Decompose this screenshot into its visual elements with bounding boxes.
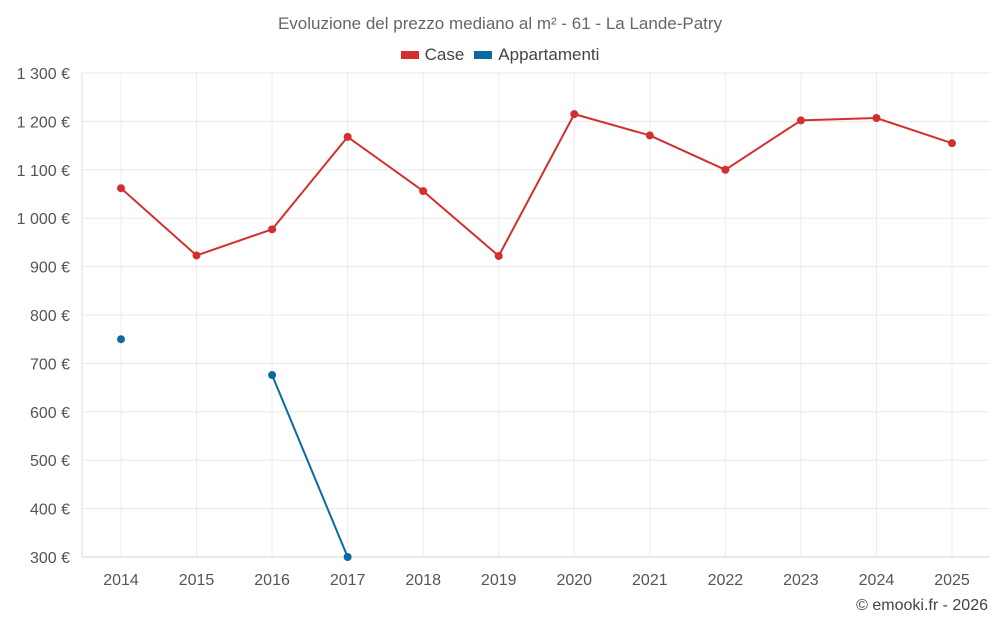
data-point-case[interactable] bbox=[570, 110, 579, 119]
y-tick-label: 800 € bbox=[30, 308, 70, 325]
data-point-case[interactable] bbox=[419, 187, 428, 196]
y-tick-label: 1 200 € bbox=[17, 114, 70, 131]
legend: Case Appartamenti bbox=[0, 45, 1000, 65]
legend-item-appartamenti[interactable]: Appartamenti bbox=[474, 45, 599, 65]
data-point-case[interactable] bbox=[796, 116, 805, 125]
data-point-case[interactable] bbox=[192, 251, 201, 260]
x-tick-label: 2023 bbox=[783, 572, 819, 589]
series-line-case bbox=[120, 113, 953, 257]
x-tick-label: 2014 bbox=[103, 572, 139, 589]
y-tick-label: 1 300 € bbox=[17, 66, 70, 83]
data-point-case[interactable] bbox=[721, 165, 730, 174]
x-tick-label: 2021 bbox=[632, 572, 668, 589]
series-line-appartamenti bbox=[271, 374, 349, 558]
data-point-case[interactable] bbox=[494, 251, 503, 260]
y-tick-label: 700 € bbox=[30, 356, 70, 373]
legend-label-case: Case bbox=[424, 45, 465, 64]
data-point-appartamenti[interactable] bbox=[117, 335, 125, 344]
legend-swatch-case bbox=[400, 51, 419, 59]
data-point-appartamenti[interactable] bbox=[343, 553, 352, 561]
data-point-case[interactable] bbox=[948, 139, 956, 148]
x-tick-label: 2015 bbox=[179, 572, 215, 589]
y-tick-label: 400 € bbox=[30, 502, 70, 519]
data-point-case[interactable] bbox=[645, 131, 654, 140]
legend-item-case[interactable]: Case bbox=[400, 45, 465, 65]
y-tick-label: 600 € bbox=[30, 405, 70, 422]
x-tick-label: 2024 bbox=[859, 572, 895, 589]
x-tick-label: 2022 bbox=[708, 572, 744, 589]
data-point-appartamenti[interactable] bbox=[268, 371, 277, 380]
y-tick-label: 900 € bbox=[30, 260, 70, 277]
legend-swatch-appartamenti bbox=[474, 51, 493, 59]
data-point-case[interactable] bbox=[872, 114, 881, 123]
legend-label-appartamenti: Appartamenti bbox=[498, 45, 600, 64]
data-point-case[interactable] bbox=[343, 132, 352, 141]
y-tick-label: 500 € bbox=[30, 453, 70, 470]
y-tick-label: 300 € bbox=[30, 550, 70, 567]
credit-text: © emooki.fr - 2026 bbox=[856, 597, 988, 614]
x-tick-label: 2017 bbox=[330, 572, 366, 589]
x-tick-label: 2016 bbox=[254, 572, 290, 589]
x-tick-label: 2020 bbox=[556, 572, 592, 589]
data-point-case[interactable] bbox=[117, 184, 125, 193]
y-tick-label: 1 100 € bbox=[17, 163, 70, 180]
chart-title: Evoluzione del prezzo mediano al m² - 61… bbox=[277, 14, 723, 33]
y-tick-label: 1 000 € bbox=[17, 211, 70, 228]
x-tick-label: 2019 bbox=[481, 572, 517, 589]
x-tick-label: 2025 bbox=[934, 572, 970, 589]
x-tick-label: 2018 bbox=[405, 572, 441, 589]
data-point-case[interactable] bbox=[268, 225, 277, 234]
